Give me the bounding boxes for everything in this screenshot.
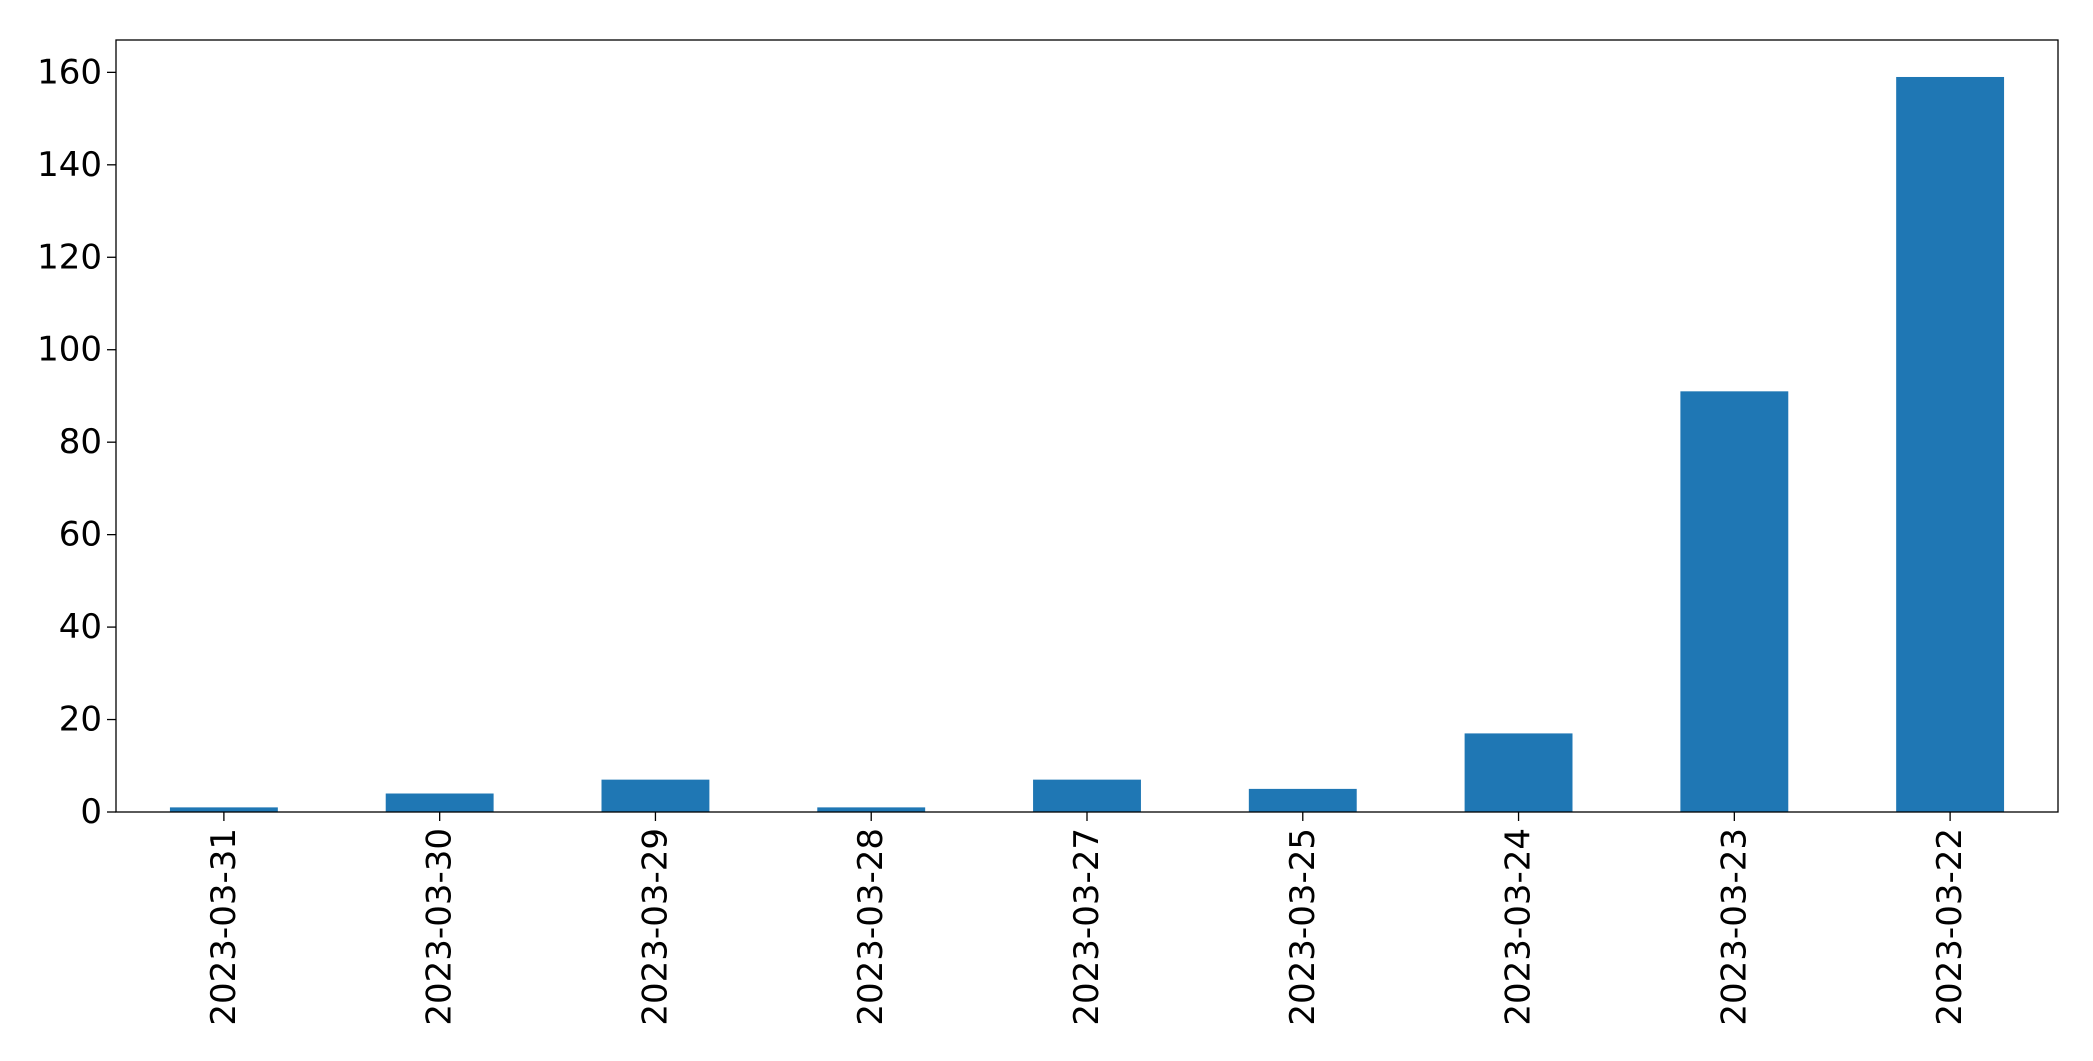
x-tick-label: 2023-03-23	[1714, 828, 1754, 1026]
y-tick-label: 0	[80, 792, 102, 832]
bar-2023-03-27	[1033, 779, 1141, 812]
bar-2023-03-28	[817, 807, 926, 812]
x-tick-label: 2023-03-28	[851, 828, 891, 1026]
x-axis: 2023-03-31 2023-03-30 2023-03-29 2023-03-28…	[204, 812, 1970, 1026]
bar-2023-03-22	[1896, 76, 2005, 813]
bars-group	[169, 76, 2005, 813]
x-tick-label: 2023-03-30	[420, 828, 460, 1026]
bar-2023-03-23	[1680, 391, 1789, 812]
x-tick-label: 2023-03-22	[1930, 828, 1970, 1026]
x-tick-label: 2023-03-29	[635, 828, 675, 1026]
y-tick-label: 80	[59, 422, 102, 462]
bar-2023-03-31	[169, 807, 278, 812]
x-tick-label: 2023-03-27	[1067, 828, 1107, 1026]
y-tick-label: 160	[37, 52, 102, 92]
bar-2023-03-30	[385, 793, 494, 812]
y-tick-label: 20	[59, 700, 102, 740]
y-tick-label: 100	[37, 330, 102, 370]
y-tick-label: 40	[59, 607, 102, 647]
y-tick-label: 60	[59, 515, 102, 555]
bar-2023-03-29	[601, 779, 710, 812]
x-tick-label: 2023-03-24	[1499, 828, 1539, 1026]
x-tick-label: 2023-03-31	[204, 828, 244, 1026]
plot-frame	[115, 39, 2059, 813]
x-tick-label: 2023-03-25	[1283, 828, 1323, 1026]
y-tick-label: 140	[37, 145, 102, 185]
bar-2023-03-24	[1464, 733, 1573, 812]
bar-2023-03-25	[1248, 788, 1357, 812]
y-axis: 0 20 40 60 80 100 120 140 160	[37, 52, 116, 832]
y-tick-label: 120	[37, 237, 102, 277]
